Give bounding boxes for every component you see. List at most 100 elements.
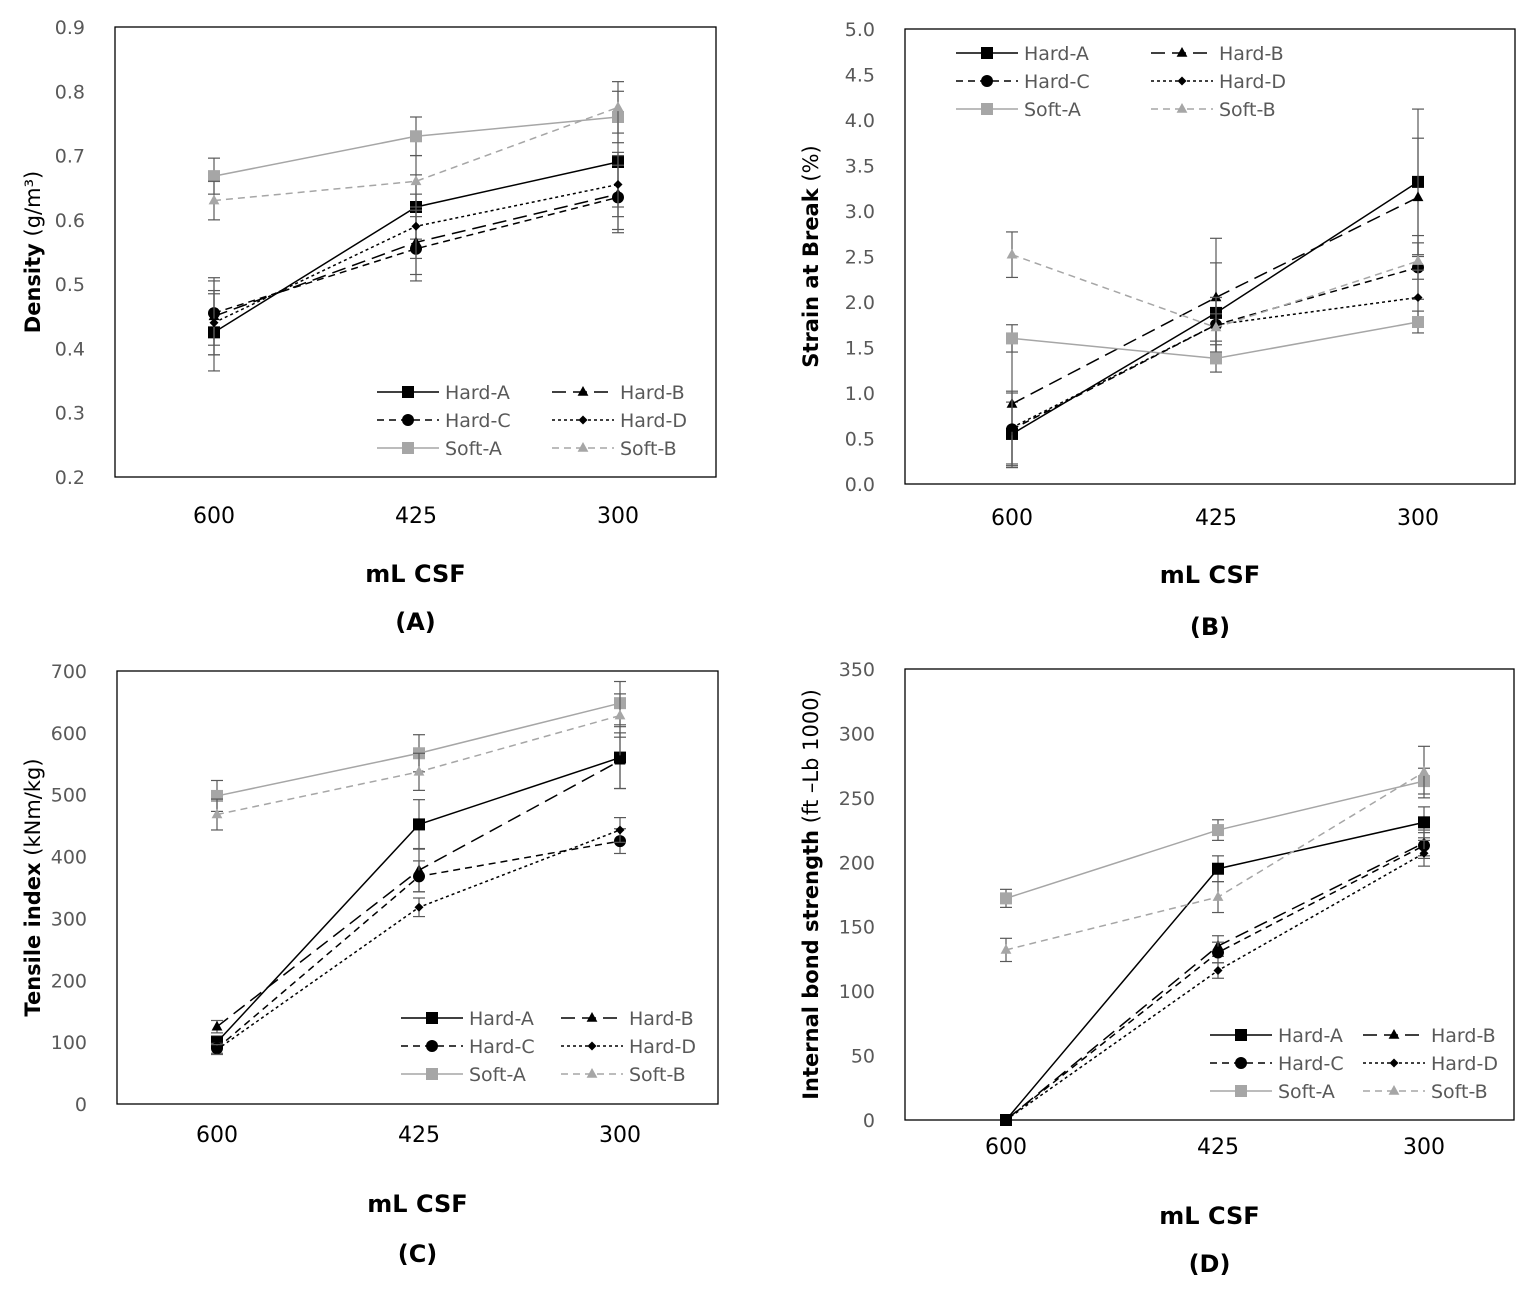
series-hard-c xyxy=(211,828,626,1055)
legend-entry-soft-a: Soft-A xyxy=(401,1064,526,1086)
data-point xyxy=(208,194,220,205)
y-tick-label: 0.6 xyxy=(55,210,85,232)
y-tick-label: 0 xyxy=(75,1094,87,1116)
plot-area xyxy=(904,668,1515,1121)
x-axis-label: mL CSF xyxy=(365,560,465,588)
data-point xyxy=(1212,891,1224,901)
series-line-soft-a xyxy=(1005,780,1425,900)
legend-entry-hard-b: Hard-B xyxy=(552,382,685,404)
plot-area xyxy=(114,26,717,478)
y-axis-label: Strain at Break (%) xyxy=(799,145,823,367)
x-tick-label: 300 xyxy=(599,1123,641,1148)
legend-entry-soft-b: Soft-B xyxy=(561,1064,686,1086)
data-point xyxy=(1210,321,1222,332)
chart-panel-d: 0 50 100 150 200 250 300 350 600 425 300 mL CSF Inte… xyxy=(799,659,1515,1278)
series-line-hard-d xyxy=(1005,852,1425,1121)
chart-panel-b: 0.0 0.5 1.0 1.5 2.0 2.5 3.0 3.5 4.0 4.5 5.0 600 425 3… xyxy=(799,19,1516,641)
data-point xyxy=(212,1045,222,1055)
legend-label: Hard-C xyxy=(469,1036,535,1058)
data-point xyxy=(410,175,422,186)
data-point xyxy=(410,130,422,143)
data-point xyxy=(209,318,219,328)
series-soft-a xyxy=(1006,310,1424,373)
y-tick-label: 1.5 xyxy=(845,338,875,360)
y-tick-label: 5.0 xyxy=(845,19,875,41)
legend-entry-soft-a: Soft-A xyxy=(1210,1081,1335,1103)
y-axis-label: Internal bond strength (ft –Lb 1000) xyxy=(799,689,823,1100)
legend-label: Soft-A xyxy=(1024,99,1081,121)
data-point xyxy=(1212,862,1224,875)
legend-marker xyxy=(586,1068,598,1078)
data-point xyxy=(1412,316,1424,329)
y-tick-label: 4.5 xyxy=(845,65,875,87)
legend-label: Hard-D xyxy=(1219,71,1286,93)
legend: Hard-A Hard-B Hard-C Hard-D Soft-A Soft-B xyxy=(377,382,687,460)
data-point xyxy=(1418,766,1430,776)
legend-entry-hard-c: Hard-C xyxy=(377,410,511,432)
y-tick-label: 0.9 xyxy=(55,17,85,39)
legend-label: Hard-A xyxy=(1278,1025,1343,1047)
legend-entry-soft-b: Soft-B xyxy=(1363,1081,1488,1103)
x-tick-label: 600 xyxy=(196,1123,238,1148)
x-tick-label: 425 xyxy=(398,1123,440,1148)
legend-label: Hard-B xyxy=(1431,1025,1496,1047)
legend-entry-hard-d: Hard-D xyxy=(561,1036,696,1058)
data-point xyxy=(615,825,625,835)
data-point xyxy=(413,818,425,831)
legend-marker xyxy=(981,103,993,115)
series-line-hard-c xyxy=(1011,266,1419,431)
legend-marker xyxy=(426,1068,438,1080)
y-tick-label: 0.5 xyxy=(55,274,85,296)
y-tick-label: 500 xyxy=(51,785,87,807)
legend-entry-hard-d: Hard-D xyxy=(1151,71,1286,93)
y-tick-label: 600 xyxy=(51,723,87,745)
legend-label: Hard-C xyxy=(445,410,511,432)
plot-area xyxy=(116,670,719,1105)
series-line-hard-b xyxy=(1011,196,1419,405)
x-tick-label: 425 xyxy=(395,504,437,529)
y-tick-label: 200 xyxy=(51,970,87,992)
legend-marker xyxy=(587,1041,597,1051)
data-point xyxy=(1413,292,1423,302)
data-point xyxy=(1418,816,1430,829)
legend-marker xyxy=(577,386,589,396)
legend-label: Soft-B xyxy=(1219,99,1276,121)
y-axis-label: Tensile index (kNm/kg) xyxy=(21,758,45,1016)
legend-marker xyxy=(586,1012,598,1022)
legend-marker xyxy=(1235,1029,1247,1041)
data-point xyxy=(1007,423,1017,433)
y-tick-label: 0.4 xyxy=(55,338,85,360)
data-point xyxy=(612,101,624,112)
legend-label: Hard-C xyxy=(1024,71,1090,93)
legend-label: Soft-A xyxy=(1278,1081,1335,1103)
legend-label: Soft-A xyxy=(469,1064,526,1086)
y-tick-label: 0.7 xyxy=(55,146,85,168)
legend-marker xyxy=(426,1040,438,1052)
y-tick-label: 1.0 xyxy=(845,383,875,405)
legend-marker xyxy=(426,1012,438,1024)
data-point xyxy=(1000,943,1012,954)
legend-marker xyxy=(1388,1029,1400,1039)
x-tick-label: 425 xyxy=(1195,506,1237,531)
series-soft-b xyxy=(211,693,626,831)
series-hard-c xyxy=(1006,234,1424,467)
data-point xyxy=(1006,248,1018,259)
legend-marker xyxy=(577,442,589,452)
y-tick-label: 0.8 xyxy=(55,81,85,103)
legend-entry-hard-a: Hard-A xyxy=(1210,1025,1343,1047)
legend-entry-soft-b: Soft-B xyxy=(1151,99,1276,121)
legend-label: Soft-B xyxy=(1431,1081,1488,1103)
data-point xyxy=(414,902,424,912)
data-point xyxy=(413,870,425,883)
legend-entry-hard-b: Hard-B xyxy=(1151,43,1284,65)
legend-marker xyxy=(402,414,414,426)
data-point xyxy=(1412,191,1424,202)
legend-marker xyxy=(1235,1057,1247,1069)
data-point xyxy=(211,1020,223,1031)
y-tick-label: 150 xyxy=(839,917,875,939)
legend-entry-hard-a: Hard-A xyxy=(377,382,510,404)
y-tick-label: 300 xyxy=(51,908,87,930)
y-tick-label: 200 xyxy=(839,852,875,874)
series-hard-d xyxy=(1001,839,1430,1125)
legend-entry-soft-b: Soft-B xyxy=(552,438,677,460)
